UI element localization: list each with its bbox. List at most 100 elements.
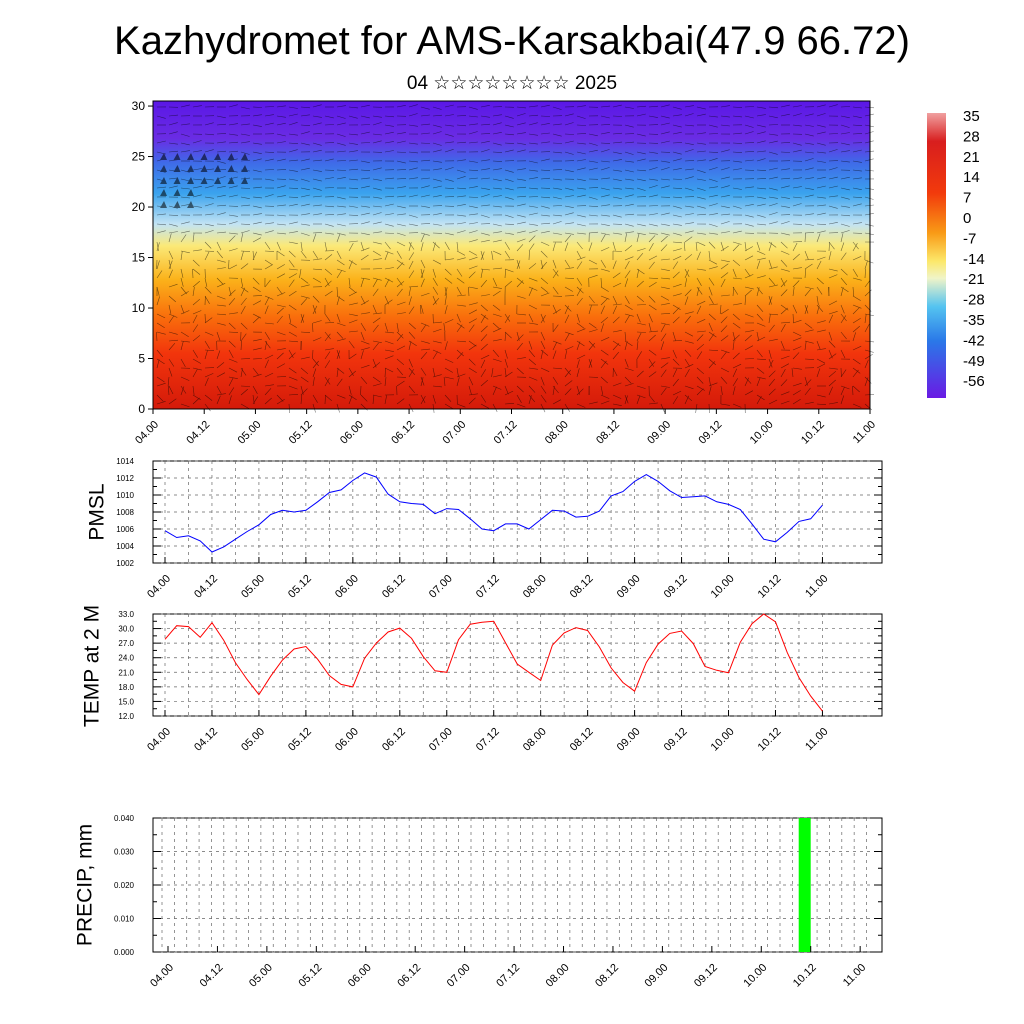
colorbar-label: 35: [963, 108, 980, 125]
wind-barb: [588, 274, 598, 279]
wind-barb: [852, 358, 861, 365]
wind-barb: [624, 169, 634, 173]
pmsl-ylabel: PMSL: [86, 483, 109, 540]
wind-barb: [216, 267, 226, 270]
wind-barb: [492, 114, 502, 117]
wind-barb: [612, 241, 616, 251]
wind-barb: [408, 113, 418, 117]
x-tick-label: 04.12: [198, 962, 226, 990]
wind-barb: [864, 124, 874, 128]
wind-barb: [252, 316, 260, 324]
wind-barb: [672, 261, 679, 270]
wind-barb: [696, 287, 700, 297]
wind-barb: [180, 376, 190, 381]
wind-barb: [420, 259, 426, 269]
wind-barb: [444, 358, 454, 363]
wind-barb: [276, 394, 284, 402]
wind-flag: [214, 165, 221, 172]
wind-barb: [804, 167, 814, 171]
x-tick-label: 08.12: [568, 726, 596, 754]
wind-barb: [528, 286, 538, 291]
wind-barb: [828, 241, 830, 252]
wind-barb: [396, 195, 406, 198]
wind-barb: [456, 373, 466, 378]
wind-barb: [852, 307, 860, 315]
wind-barb: [312, 169, 322, 172]
wind-barb: [252, 251, 257, 261]
wind-barb: [180, 310, 190, 315]
wind-barb: [348, 259, 357, 266]
wind-barb: [612, 367, 618, 377]
wind-barb: [600, 376, 608, 384]
wind-barb: [348, 205, 358, 208]
wind-barb: [756, 203, 766, 207]
wind-barb: [612, 295, 618, 305]
wind-barb: [300, 158, 310, 162]
wind-barb: [336, 232, 346, 236]
wind-barb: [408, 260, 414, 270]
wind-barb: [228, 264, 238, 270]
wind-barb: [384, 195, 395, 198]
wind-barb: [216, 115, 226, 119]
wind-barb: [348, 353, 357, 360]
wind-barb: [516, 214, 526, 218]
wind-barb: [228, 340, 236, 348]
wind-barb: [672, 293, 682, 297]
wind-barb: [636, 322, 646, 326]
wind-barb: [528, 385, 536, 393]
wind-barb: [264, 340, 271, 349]
chart-title: Kazhydromet for AMS-Karsakbai(47.9 66.72…: [114, 19, 910, 63]
wind-barb: [576, 368, 580, 378]
wind-barb: [252, 169, 262, 173]
wind-barb: [528, 230, 538, 234]
wind-barb: [612, 382, 622, 387]
wind-barb: [336, 270, 343, 279]
wind-barb: [504, 313, 511, 322]
wind-barb: [768, 295, 772, 305]
wind-barb: [696, 187, 706, 191]
wind-barb: [648, 358, 654, 367]
wind-barb: [564, 380, 573, 387]
wind-barb: [576, 340, 585, 347]
wind-barb: [852, 369, 859, 378]
wind-barb: [852, 325, 860, 333]
wind-barb: [684, 349, 692, 357]
wind-barb: [744, 131, 754, 135]
wind-barb: [396, 132, 406, 135]
wind-barb: [600, 298, 608, 306]
wind-barb: [288, 106, 298, 109]
wind-barb: [468, 358, 476, 366]
wind-barb: [780, 241, 788, 249]
wind-barb: [840, 313, 847, 322]
wind-barb: [192, 310, 202, 315]
y-tick-label: 20: [132, 200, 146, 214]
x-tick-label: 08.00: [544, 962, 572, 990]
wind-barb: [612, 282, 622, 288]
wind-barb: [204, 241, 212, 249]
wind-barb: [732, 313, 740, 321]
wind-barb: [612, 159, 622, 162]
wind-barb: [804, 177, 814, 180]
wind-barb: [804, 113, 814, 117]
wind-barb: [468, 160, 478, 163]
wind-barb: [360, 350, 364, 360]
wind-barb: [792, 313, 794, 324]
wind-barb: [804, 263, 813, 270]
wind-barb: [732, 277, 742, 280]
wind-barb: [336, 213, 346, 216]
wind-barb: [492, 239, 502, 243]
wind-barb: [780, 391, 790, 396]
wind-barb: [324, 241, 327, 251]
wind-barb: [276, 331, 286, 336]
wind-barb: [336, 338, 346, 342]
wind-barb: [540, 115, 551, 117]
wind-barb: [204, 230, 214, 234]
wind-barb: [540, 261, 548, 270]
wind-barb: [828, 205, 838, 209]
wind-barb: [672, 187, 683, 189]
wind-barb: [468, 169, 479, 171]
wind-barb: [396, 241, 406, 247]
wind-barb: [312, 178, 322, 182]
wind-barb: [456, 204, 466, 207]
